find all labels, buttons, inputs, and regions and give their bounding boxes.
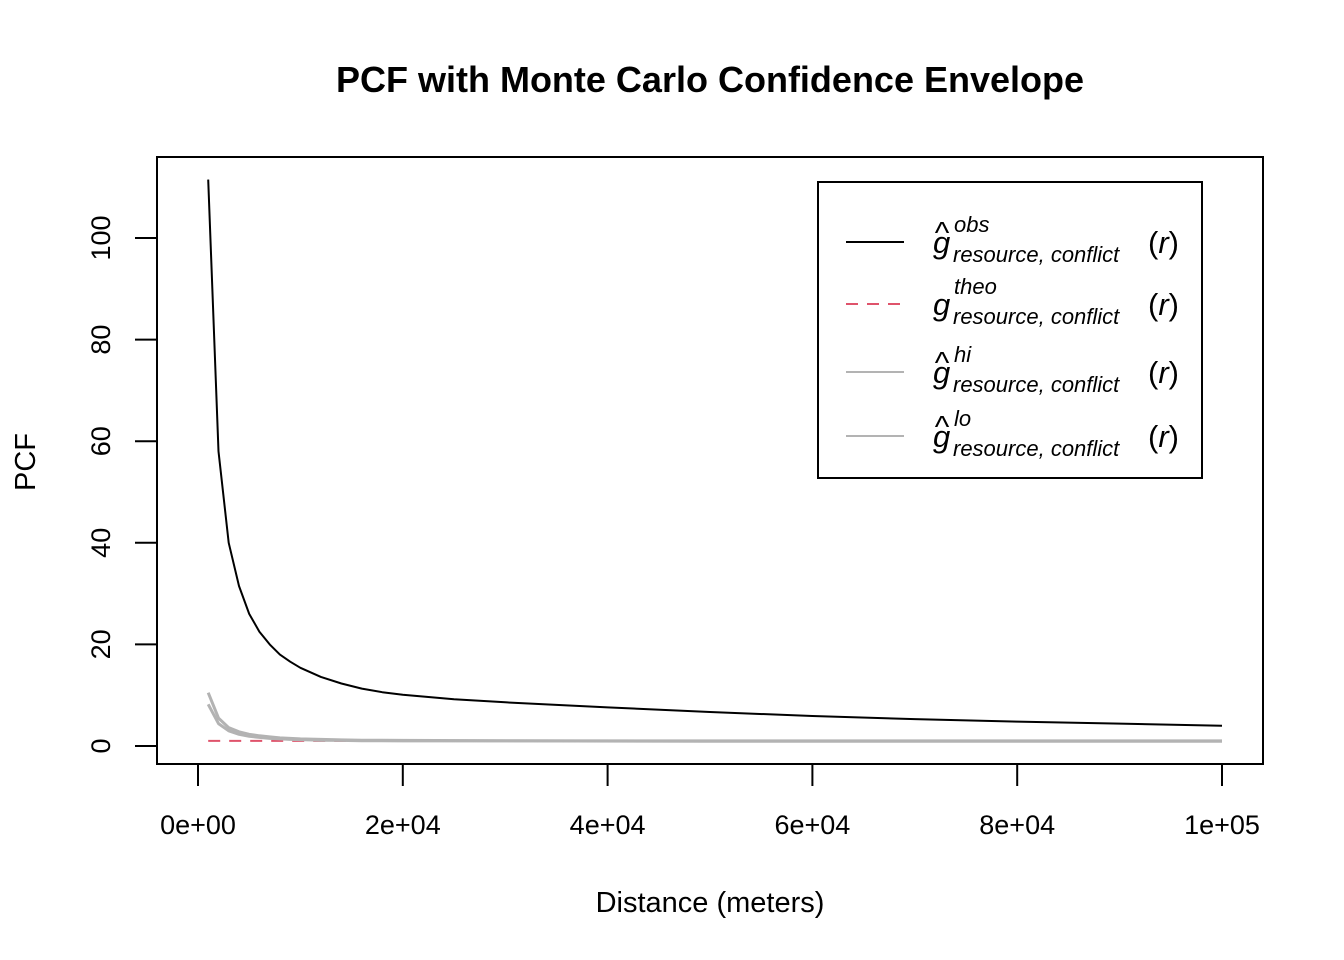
legend-hat: ^	[935, 215, 950, 250]
y-tick-label: 0	[86, 738, 116, 753]
y-axis: 0 20 40 60 80 100	[86, 215, 158, 754]
x-axis: 0e+00 2e+04 4e+04 6e+04 8e+04 1e+05	[160, 763, 1260, 840]
legend-box	[817, 181, 1203, 479]
legend-hat: ^	[935, 345, 950, 380]
series-line-obs	[207, 179, 1223, 727]
legend-subscript: resource, conflict	[953, 372, 1120, 397]
legend-superscript: theo	[954, 274, 997, 299]
legend-symbol: g	[933, 287, 950, 322]
legend-hat: ^	[935, 409, 950, 444]
legend-subscript: resource, conflict	[953, 304, 1120, 329]
legend-symbol: g	[933, 419, 950, 454]
y-tick-label: 40	[86, 528, 116, 558]
legend-superscript: obs	[954, 212, 989, 237]
series-line-hi	[206, 692, 1222, 743]
chart-title: PCF with Monte Carlo Confidence Envelope	[336, 59, 1084, 100]
x-tick-label: 1e+05	[1184, 810, 1260, 840]
y-tick-label: 20	[86, 629, 116, 659]
x-tick-label: 4e+04	[570, 810, 646, 840]
legend-argument: (r)	[1148, 225, 1179, 260]
x-tick-label: 2e+04	[365, 810, 441, 840]
legend-symbol: g	[933, 355, 950, 390]
y-tick-label: 60	[86, 426, 116, 456]
legend-superscript: hi	[954, 342, 972, 367]
legend-subscript: resource, conflict	[953, 242, 1120, 267]
legend-argument: (r)	[1148, 355, 1179, 390]
x-tick-label: 0e+00	[160, 810, 236, 840]
legend-superscript: lo	[954, 406, 971, 431]
legend-symbol: g	[933, 225, 950, 260]
x-tick-label: 8e+04	[979, 810, 1055, 840]
legend-argument: (r)	[1148, 287, 1179, 322]
x-tick-label: 6e+04	[774, 810, 850, 840]
y-tick-label: 80	[86, 325, 116, 355]
legend-argument: (r)	[1148, 419, 1179, 454]
x-axis-label: Distance (meters)	[596, 887, 825, 919]
y-tick-label: 100	[86, 215, 116, 260]
series-layer	[206, 179, 1223, 743]
legend-subscript: resource, conflict	[953, 436, 1120, 461]
y-axis-label: PCF	[10, 433, 42, 491]
